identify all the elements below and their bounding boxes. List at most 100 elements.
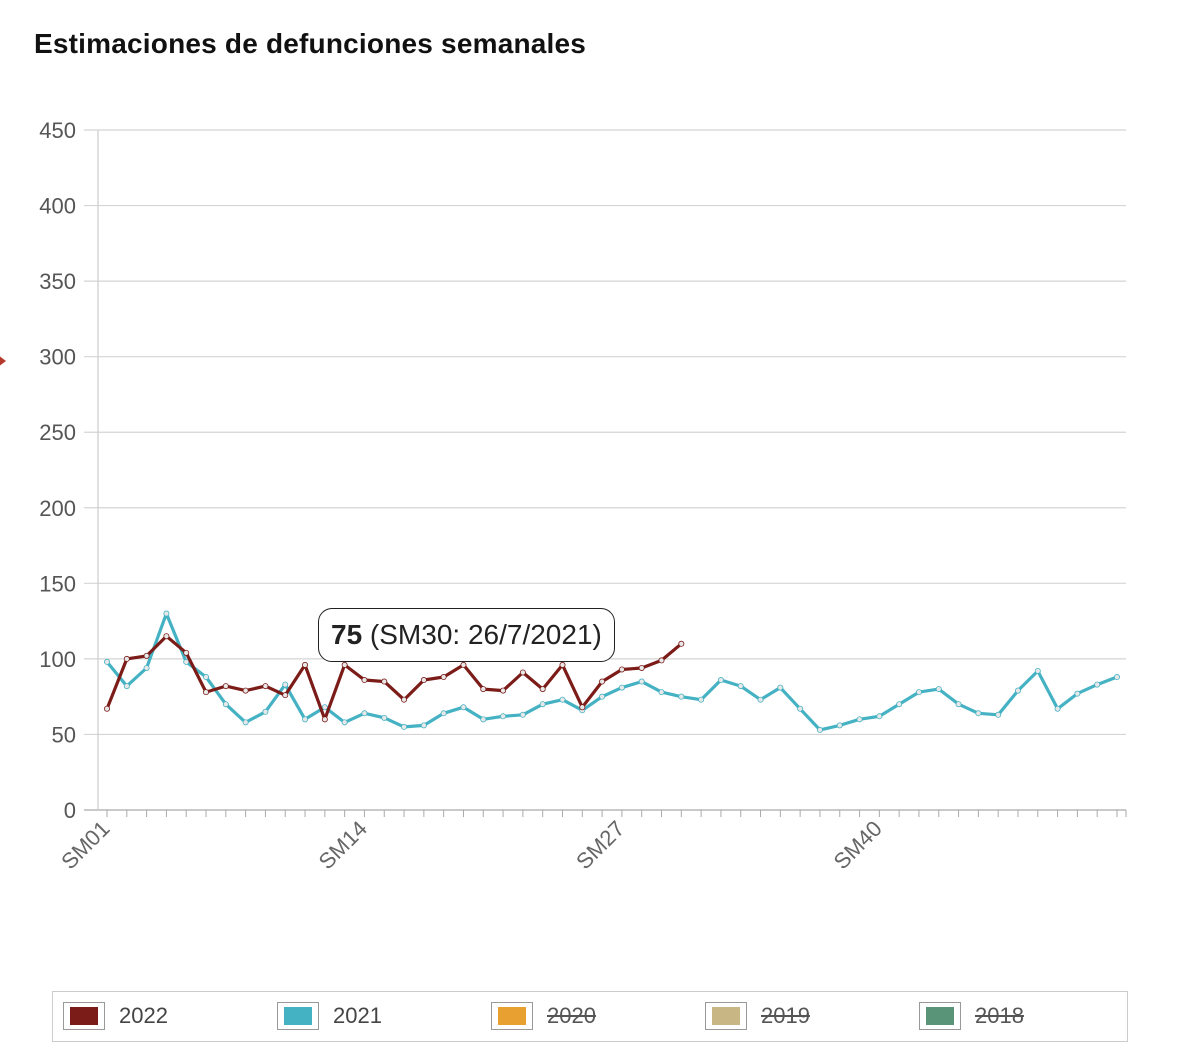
data-point-2022 bbox=[579, 704, 586, 711]
data-point-2021 bbox=[876, 713, 883, 720]
data-point-2022 bbox=[361, 677, 368, 684]
data-point-2021 bbox=[302, 716, 309, 723]
data-point-2021 bbox=[500, 713, 507, 720]
y-tick-label: 50 bbox=[52, 722, 76, 747]
x-tick-label: SM14 bbox=[314, 816, 372, 874]
data-point-2022 bbox=[282, 692, 289, 699]
y-tick-label: 350 bbox=[39, 269, 76, 294]
legend-label: 2021 bbox=[333, 1003, 382, 1028]
legend-swatch bbox=[63, 1002, 105, 1030]
y-tick-label: 0 bbox=[64, 798, 76, 823]
data-point-2022 bbox=[203, 689, 210, 696]
data-point-2021 bbox=[262, 708, 269, 715]
data-point-2021 bbox=[203, 674, 210, 681]
y-tick-label: 450 bbox=[39, 118, 76, 143]
data-point-2022 bbox=[460, 661, 467, 668]
data-point-2021 bbox=[539, 701, 546, 708]
data-point-2022 bbox=[519, 669, 526, 676]
data-point-2021 bbox=[1054, 705, 1061, 712]
legend-item-2020[interactable]: 2020 bbox=[491, 1000, 596, 1032]
data-point-2021 bbox=[955, 701, 962, 708]
data-point-2021 bbox=[519, 711, 526, 718]
line-chart: 0 50 100 150 200 250 300 350 400 450 SM01 SM14 SM27 S… bbox=[39, 118, 1127, 874]
data-point-2021 bbox=[1114, 674, 1121, 681]
legend-label: 2019 bbox=[761, 1003, 810, 1028]
legend-swatch bbox=[705, 1002, 747, 1030]
series-line-2022 bbox=[105, 634, 683, 721]
data-point-2021 bbox=[143, 664, 150, 671]
data-point-2021 bbox=[1034, 667, 1041, 674]
legend: 2022 2021 2020 2019 2018 bbox=[52, 991, 1128, 1042]
data-point-2021 bbox=[638, 678, 645, 685]
data-point-2021 bbox=[559, 696, 566, 703]
data-point-2022 bbox=[143, 652, 150, 659]
tooltip-value: 75 bbox=[331, 619, 363, 650]
data-point-2022 bbox=[381, 678, 388, 685]
data-point-2022 bbox=[401, 696, 408, 703]
data-point-2022 bbox=[183, 649, 190, 656]
data-point-2022 bbox=[163, 633, 170, 640]
data-point-2022 bbox=[539, 686, 546, 693]
data-point-2022 bbox=[559, 661, 566, 668]
data-point-2022 bbox=[618, 666, 625, 673]
y-tick-label: 300 bbox=[39, 345, 76, 370]
legend-label: 2022 bbox=[119, 1003, 168, 1028]
data-point-2021 bbox=[341, 719, 348, 726]
data-point-2022 bbox=[480, 686, 487, 693]
legend-label: 2018 bbox=[975, 1003, 1024, 1028]
chart-title: Estimaciones de defunciones semanales bbox=[34, 28, 587, 59]
data-point-2021 bbox=[381, 714, 388, 721]
legend-swatch bbox=[919, 1002, 961, 1030]
data-point-2022 bbox=[341, 661, 348, 668]
data-point-2021 bbox=[104, 658, 111, 665]
data-point-2022 bbox=[262, 683, 269, 690]
data-point-2022 bbox=[321, 716, 328, 723]
data-point-2021 bbox=[480, 716, 487, 723]
side-arrow-icon bbox=[0, 352, 6, 370]
legend-item-2022[interactable]: 2022 bbox=[63, 1000, 168, 1032]
data-point-2021 bbox=[163, 610, 170, 617]
data-point-2021 bbox=[935, 686, 942, 693]
data-point-2021 bbox=[123, 683, 130, 690]
legend-item-2021[interactable]: 2021 bbox=[277, 1000, 382, 1032]
x-tick-label: SM27 bbox=[571, 816, 629, 874]
data-point-2021 bbox=[401, 723, 408, 730]
data-point-2021 bbox=[658, 689, 665, 696]
data-point-2021 bbox=[836, 722, 843, 729]
tooltip-detail: (SM30: 26/7/2021) bbox=[362, 619, 602, 650]
data-point-2021 bbox=[896, 701, 903, 708]
legend-swatch bbox=[277, 1002, 319, 1030]
data-point-2022 bbox=[638, 664, 645, 671]
data-point-2021 bbox=[460, 704, 467, 711]
legend-item-2019[interactable]: 2019 bbox=[705, 1000, 810, 1032]
legend-swatch bbox=[491, 1002, 533, 1030]
data-tooltip: 75 (SM30: 26/7/2021) bbox=[318, 608, 615, 662]
data-point-2022 bbox=[599, 678, 606, 685]
data-point-2021 bbox=[915, 689, 922, 696]
data-point-2021 bbox=[242, 719, 249, 726]
data-point-2022 bbox=[222, 683, 229, 690]
legend-item-2018[interactable]: 2018 bbox=[919, 1000, 1024, 1032]
data-point-2021 bbox=[361, 710, 368, 717]
data-point-2021 bbox=[618, 684, 625, 691]
data-point-2021 bbox=[222, 701, 229, 708]
y-tick-label: 400 bbox=[39, 194, 76, 219]
data-point-2021 bbox=[797, 705, 804, 712]
y-tick-label: 200 bbox=[39, 496, 76, 521]
data-point-2022 bbox=[500, 687, 507, 694]
data-point-2021 bbox=[183, 658, 190, 665]
data-point-2021 bbox=[777, 684, 784, 691]
data-point-2021 bbox=[995, 711, 1002, 718]
data-point-2022 bbox=[440, 674, 447, 681]
data-point-2021 bbox=[698, 696, 705, 703]
data-point-2021 bbox=[856, 716, 863, 723]
data-point-2021 bbox=[717, 677, 724, 684]
legend-label: 2020 bbox=[547, 1003, 596, 1028]
data-point-2021 bbox=[737, 683, 744, 690]
data-point-2022 bbox=[678, 640, 685, 647]
series-line-2021 bbox=[105, 611, 1119, 732]
y-tick-label: 250 bbox=[39, 420, 76, 445]
data-point-2021 bbox=[1074, 690, 1081, 697]
y-tick-label: 150 bbox=[39, 571, 76, 596]
data-point-2022 bbox=[242, 687, 249, 694]
